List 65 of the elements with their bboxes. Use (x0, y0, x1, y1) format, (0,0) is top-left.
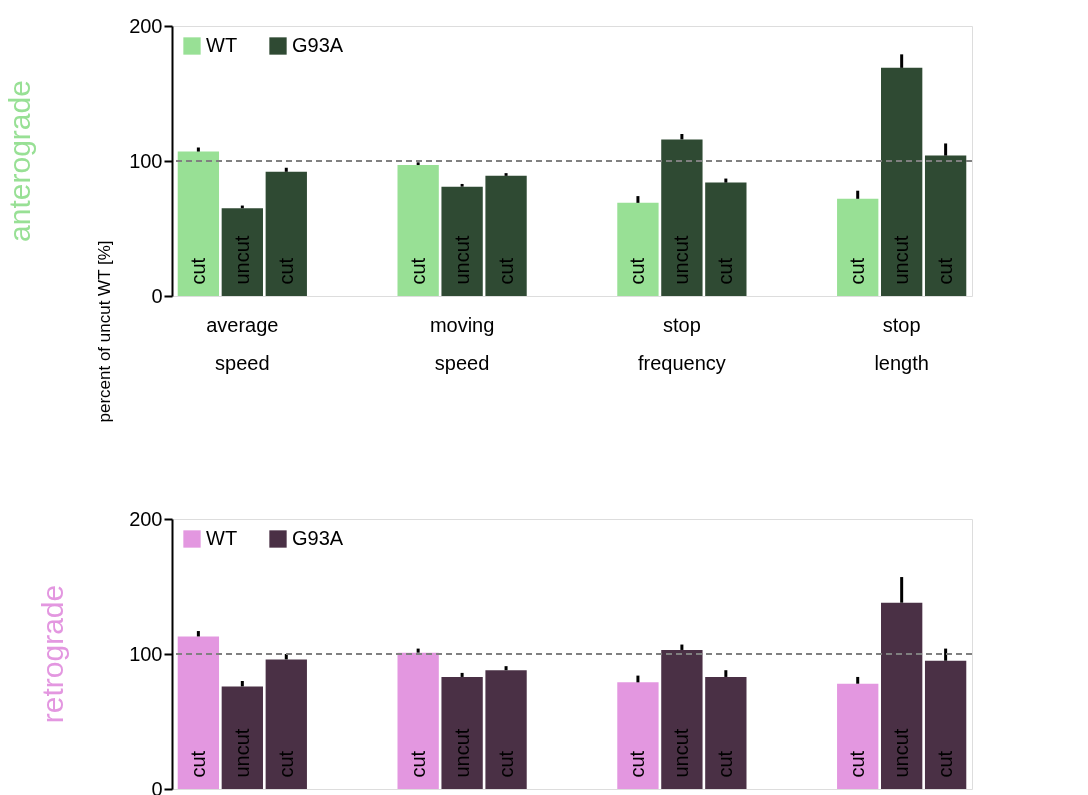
y-tick-label: 100 (129, 149, 163, 172)
bar (837, 198, 879, 296)
x-tick-label: uncut (230, 728, 253, 778)
bar (661, 649, 703, 789)
bar (441, 676, 483, 789)
x-tick-label: uncut (670, 235, 693, 285)
x-tick-label: cut (494, 750, 517, 778)
x-tick-label: uncut (450, 235, 473, 285)
text: anterograde (2, 80, 36, 242)
x-tick-label: uncut (890, 728, 913, 778)
y-tick-label: 0 (151, 777, 163, 795)
bar (485, 670, 527, 789)
bar (397, 165, 439, 296)
x-tick-label: cut (274, 257, 297, 285)
y-tick-label: 200 (129, 507, 163, 530)
x-tick-label: cut (714, 750, 737, 778)
legend-label: WT (206, 34, 238, 56)
y-axis-title: percent of uncut WT [%] (95, 240, 115, 423)
x-tick-label: cut (846, 257, 869, 285)
bar (924, 660, 967, 789)
text: stop frequency (637, 314, 726, 374)
y-tick-label: 100 (129, 642, 163, 665)
bar (177, 151, 220, 296)
bar (705, 676, 747, 789)
x-tick-label: cut (406, 257, 429, 285)
bar (397, 652, 439, 789)
x-tick-label: cut (934, 257, 957, 285)
bar (881, 602, 923, 789)
x-tick-label: cut (626, 750, 649, 778)
x-tick-label: cut (714, 257, 737, 285)
legend-label: G93A (292, 34, 344, 56)
x-tick-label: cut (186, 257, 209, 285)
x-tick-label: cut (186, 750, 209, 778)
bar (221, 208, 263, 296)
bar (924, 155, 967, 296)
text: retrograde (35, 584, 69, 724)
text: moving speed (429, 314, 495, 374)
y-tick-label: 200 (129, 14, 163, 37)
x-tick-label: uncut (670, 728, 693, 778)
bar (221, 686, 263, 789)
legend-label: WT (206, 527, 238, 549)
x-tick-label: cut (934, 750, 957, 778)
x-tick-label: cut (494, 257, 517, 285)
x-tick-label: cut (406, 750, 429, 778)
y-tick-label: 0 (151, 284, 163, 307)
bar (265, 171, 307, 296)
bar (661, 139, 703, 296)
bar (881, 67, 923, 296)
x-tick-label: uncut (890, 235, 913, 285)
text: average speed (206, 314, 279, 374)
bar (177, 636, 220, 789)
x-tick-label: uncut (450, 728, 473, 778)
bar (705, 182, 747, 296)
bar (441, 186, 483, 296)
x-tick-label: uncut (230, 235, 253, 285)
bar (617, 682, 659, 789)
text: stop length (874, 314, 929, 374)
x-tick-label: cut (626, 257, 649, 285)
legend-label: G93A (292, 527, 344, 549)
bar (485, 175, 527, 296)
bar (617, 202, 659, 296)
bar (837, 683, 879, 789)
x-tick-label: cut (846, 750, 869, 778)
x-tick-label: cut (274, 750, 297, 778)
bar (265, 659, 307, 789)
